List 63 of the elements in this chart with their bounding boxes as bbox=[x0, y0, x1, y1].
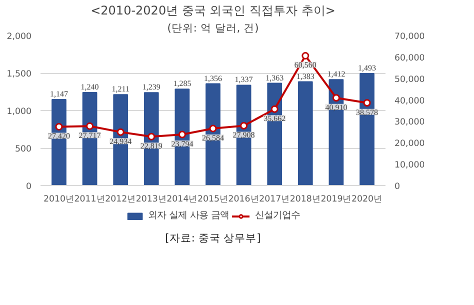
x-tick-label: 2016년 bbox=[228, 194, 260, 204]
point bbox=[363, 99, 371, 107]
point bbox=[270, 105, 278, 113]
point bbox=[148, 132, 156, 140]
data-label: 1,147 bbox=[50, 89, 68, 98]
x-tick-label: 2019년 bbox=[320, 194, 352, 204]
y2-tick-label: 10,000 bbox=[394, 160, 425, 171]
point bbox=[116, 128, 124, 136]
y2-tick-label: 60,000 bbox=[394, 53, 425, 64]
data-label: 40,910 bbox=[325, 102, 348, 112]
y-tick-label: 500 bbox=[14, 144, 32, 154]
point bbox=[332, 94, 340, 102]
data-label: 60,560 bbox=[294, 60, 316, 70]
y-tick-label: 1,000 bbox=[6, 107, 32, 117]
x-tick-label: 2014년 bbox=[166, 194, 198, 204]
data-label: 1,285 bbox=[173, 79, 192, 88]
point bbox=[209, 124, 217, 132]
point bbox=[240, 122, 248, 130]
point bbox=[178, 130, 186, 138]
point bbox=[55, 123, 63, 130]
x-tick-label: 2020년 bbox=[352, 194, 383, 204]
data-label: 1,383 bbox=[296, 72, 314, 81]
x-tick-label: 2018년 bbox=[290, 194, 321, 204]
point bbox=[86, 122, 94, 130]
x-tick-label: 2012년 bbox=[105, 194, 136, 204]
y2-tick-label: 0 bbox=[394, 182, 400, 192]
data-label: 35,662 bbox=[264, 114, 286, 124]
data-label: 38,578 bbox=[356, 108, 378, 117]
chart-subtitle: (단위: 억 달러, 건) bbox=[167, 22, 259, 34]
data-label: 1,356 bbox=[204, 74, 222, 83]
data-label: 1,412 bbox=[327, 70, 346, 79]
point bbox=[302, 52, 310, 60]
data-label: 23,794 bbox=[171, 140, 194, 149]
y2-tick-label: 40,000 bbox=[394, 96, 425, 106]
x-tick-label: 2011년 bbox=[74, 194, 106, 204]
x-tick-label: 2013년 bbox=[136, 194, 167, 204]
legend-label: 외자 실제 사용 금액 bbox=[148, 209, 229, 222]
data-label: 27,908 bbox=[232, 130, 255, 140]
data-label: 1,363 bbox=[266, 73, 284, 82]
data-label: 27,717 bbox=[78, 131, 101, 140]
bar bbox=[298, 81, 313, 186]
data-label: 1,211 bbox=[112, 84, 130, 94]
data-label: 27,420 bbox=[48, 132, 70, 141]
y-tick-label: 1,500 bbox=[6, 70, 32, 80]
data-label: 22,819 bbox=[140, 142, 162, 151]
legend-label: 신설기업수 bbox=[254, 209, 300, 222]
data-label: 26,584 bbox=[202, 134, 224, 143]
data-label: 24,934 bbox=[110, 137, 132, 146]
y-tick-label: 0 bbox=[26, 182, 32, 192]
x-tick-label: 2010년 bbox=[43, 194, 74, 204]
data-label: 1,239 bbox=[142, 82, 160, 92]
data-label: 1,337 bbox=[234, 75, 253, 84]
y2-tick-label: 30,000 bbox=[394, 118, 425, 128]
x-tick-label: 2017년 bbox=[259, 194, 290, 204]
y2-tick-label: 20,000 bbox=[394, 139, 425, 150]
text: [자료: 중국 상무부] bbox=[165, 232, 261, 245]
y2-tick-label: 50,000 bbox=[394, 74, 425, 85]
data-label: 1,493 bbox=[358, 64, 376, 73]
y-tick-label: 2,000 bbox=[6, 32, 32, 42]
data-label: 1,240 bbox=[80, 82, 99, 92]
y2-tick-label: 70,000 bbox=[394, 32, 425, 42]
x-tick-label: 2015년 bbox=[197, 194, 229, 204]
chart-title: <2010-2020년 중국 외국인 직접투자 추이> bbox=[90, 4, 336, 18]
